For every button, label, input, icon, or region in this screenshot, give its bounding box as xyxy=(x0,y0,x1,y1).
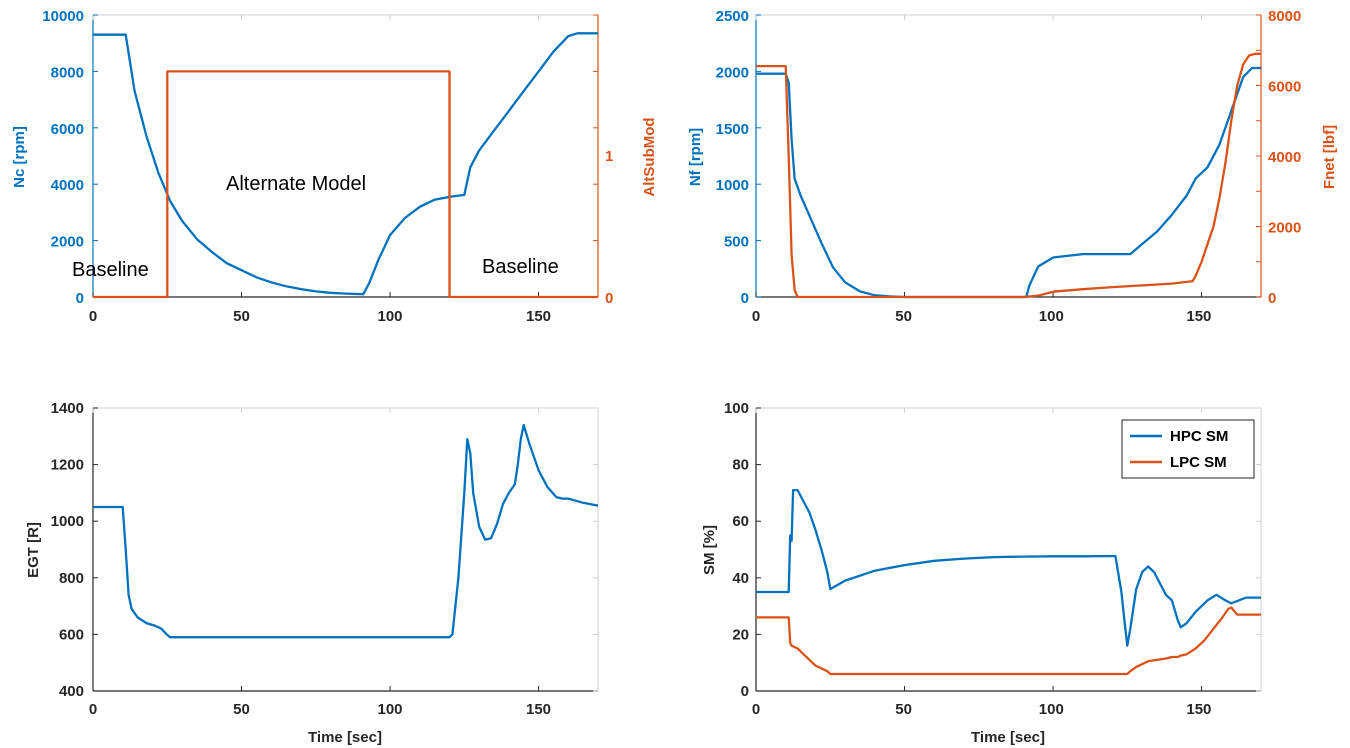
y-axis-label: Nf [rpm] xyxy=(687,128,704,186)
panel-nf-fnet: 0 500 1000 1500 2000 2500 0 2000 4000 60… xyxy=(687,8,1338,325)
plot-area-nf xyxy=(755,14,1262,299)
y-ticks-nf: 0 500 1000 1500 2000 2500 xyxy=(716,8,749,307)
y-ticks-sm: 0 20 40 60 80 100 xyxy=(724,400,749,700)
y-tick-label: 10000 xyxy=(42,8,84,25)
annotation-alternate-model: Alternate Model xyxy=(226,173,366,195)
y-ticks-egt: 400 600 800 1000 1200 1400 xyxy=(51,400,84,700)
y-tick-label: 1400 xyxy=(51,400,84,417)
x-ticks-egt: 0 50 100 150 xyxy=(89,701,551,718)
y-tick-label: 2000 xyxy=(716,64,749,81)
x-tick-label: 150 xyxy=(1186,308,1211,325)
y2-tick-label: 0 xyxy=(605,290,613,307)
legend-box xyxy=(1121,419,1255,479)
plot-area-nc xyxy=(92,14,599,299)
y-tick-label: 4000 xyxy=(51,177,84,194)
annotation-baseline-left: Baseline xyxy=(72,259,149,281)
y-tick-label: 8000 xyxy=(51,64,84,81)
y-axis-label: Nc [rpm] xyxy=(11,126,28,188)
x-tick-label: 50 xyxy=(233,701,250,718)
y-tick-label: 2500 xyxy=(716,8,749,25)
y-tick-label: 40 xyxy=(732,570,749,587)
axes-frame xyxy=(755,14,1262,298)
y2-tick-label: 8000 xyxy=(1268,8,1301,25)
y2-axis-label: AltSubMod xyxy=(641,117,658,196)
legend-label-lpc-sm: LPC SM xyxy=(1170,454,1227,471)
y2-tick-label: 1 xyxy=(605,148,613,165)
y-tick-label: 400 xyxy=(59,683,84,700)
x-tick-label: 100 xyxy=(377,308,402,325)
y2-ticks-altsubmod: 0 1 xyxy=(605,148,613,307)
x-tick-label: 100 xyxy=(1039,308,1064,325)
y-tick-label: 600 xyxy=(59,626,84,643)
y-tick-label: 100 xyxy=(724,400,749,417)
y-tick-label: 80 xyxy=(732,457,749,474)
x-tick-label: 100 xyxy=(377,701,402,718)
x-ticks-nf: 0 50 100 150 xyxy=(752,308,1212,325)
y-tick-label: 1000 xyxy=(51,513,84,530)
x-tick-label: 50 xyxy=(233,308,250,325)
panel-egt: 400 600 800 1000 1200 1400 0 50 100 150 … xyxy=(25,400,599,746)
series-line-right-axis xyxy=(93,70,598,299)
x-axis-label: Time [sec] xyxy=(308,729,382,746)
y-tick-label: 0 xyxy=(76,290,84,307)
series-line-left-axis xyxy=(756,66,1261,299)
y-tick-label: 800 xyxy=(59,570,84,587)
y-tick-label: 2000 xyxy=(51,234,84,251)
y-tick-label: 1200 xyxy=(51,457,84,474)
x-tick-label: 0 xyxy=(89,308,97,325)
series-line-left-axis xyxy=(93,423,599,639)
x-tick-label: 0 xyxy=(89,701,97,718)
y-axis-label: EGT [R] xyxy=(25,522,42,578)
y2-tick-label: 4000 xyxy=(1268,149,1301,166)
y-tick-label: 500 xyxy=(724,234,749,251)
panel-nc-altsubmod: 0 2000 4000 6000 8000 10000 0 1 0 50 100… xyxy=(11,8,658,325)
x-tick-label: 0 xyxy=(752,701,760,718)
annotation-baseline-right: Baseline xyxy=(482,256,559,278)
y2-axis-label: Fnet [lbf] xyxy=(1321,125,1338,189)
y-tick-label: 60 xyxy=(732,513,749,530)
x-tick-label: 150 xyxy=(1186,701,1211,718)
x-tick-label: 50 xyxy=(895,308,912,325)
axes-frame xyxy=(92,14,599,298)
y-tick-label: 0 xyxy=(741,683,749,700)
y-tick-label: 20 xyxy=(732,626,749,643)
x-tick-label: 150 xyxy=(526,701,551,718)
y2-tick-label: 0 xyxy=(1268,290,1276,307)
y-tick-label: 1500 xyxy=(716,121,749,138)
y-ticks-nc: 0 2000 4000 6000 8000 10000 xyxy=(42,8,84,307)
series-line-hpc-sm xyxy=(756,488,1261,647)
legend-label-hpc-sm: HPC SM xyxy=(1170,428,1228,445)
x-tick-label: 0 xyxy=(752,308,760,325)
x-tick-label: 150 xyxy=(526,308,551,325)
series-line-lpc-sm xyxy=(756,606,1261,676)
axes-frame xyxy=(92,407,599,692)
y2-ticks-fnet: 0 2000 4000 6000 8000 xyxy=(1268,8,1301,307)
plot-area-egt xyxy=(92,407,599,692)
y2-tick-label: 6000 xyxy=(1268,79,1301,96)
y-axis-label: SM [%] xyxy=(701,525,718,575)
y2-tick-label: 2000 xyxy=(1268,220,1301,237)
x-ticks-sm: 0 50 100 150 xyxy=(752,701,1212,718)
y-tick-label: 6000 xyxy=(51,121,84,138)
plot-area-sm xyxy=(755,407,1262,692)
y-tick-label: 1000 xyxy=(716,177,749,194)
series-line-left-axis xyxy=(93,32,598,296)
x-axis-label: Time [sec] xyxy=(971,729,1045,746)
x-tick-label: 50 xyxy=(895,701,912,718)
series-line-right-axis xyxy=(756,52,1261,299)
legend: HPC SM LPC SM xyxy=(1121,419,1255,479)
x-tick-label: 100 xyxy=(1039,701,1064,718)
y-tick-label: 0 xyxy=(741,290,749,307)
x-ticks-nc: 0 50 100 150 xyxy=(89,308,551,325)
panel-sm: 0 20 40 60 80 100 0 50 100 150 SM [%] Ti… xyxy=(701,400,1262,746)
